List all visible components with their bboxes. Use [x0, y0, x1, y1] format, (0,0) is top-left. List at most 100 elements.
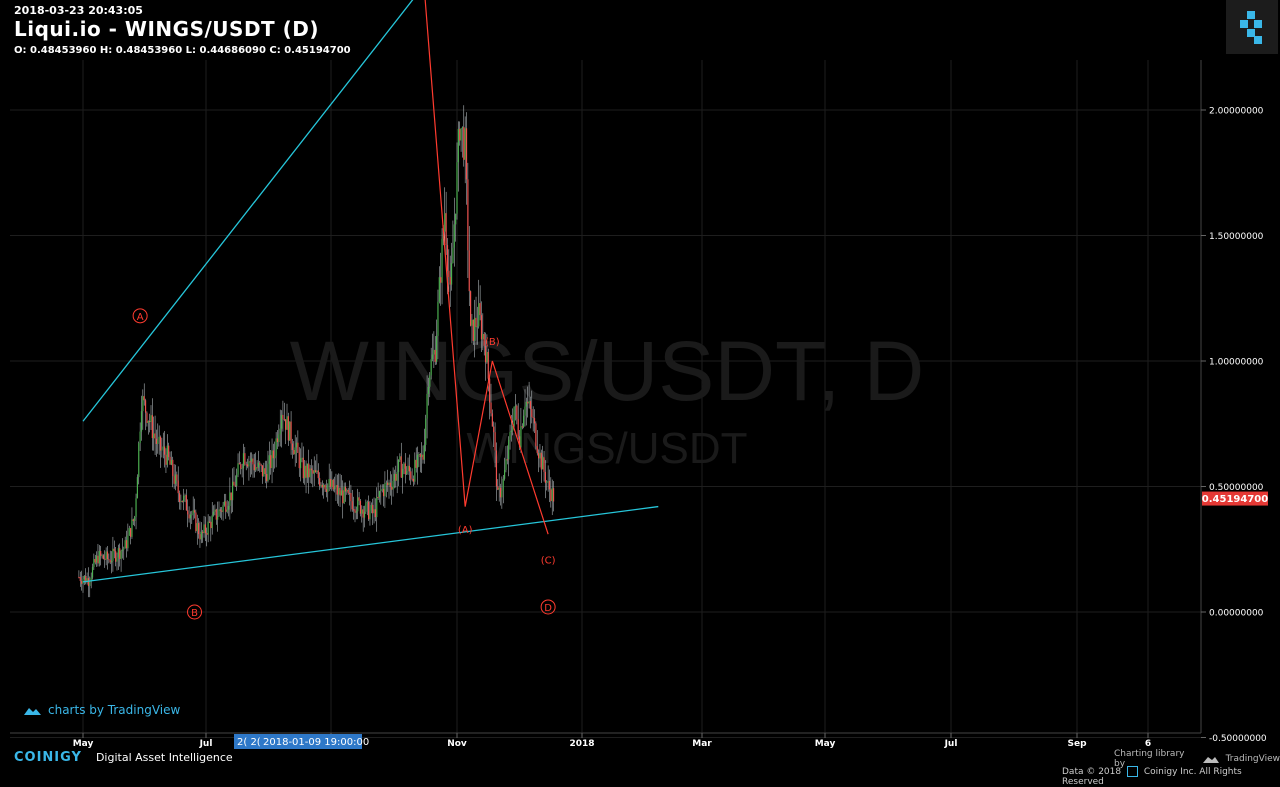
- price-tick-label: -0.50000000: [1209, 734, 1267, 744]
- candle-down: [377, 496, 379, 498]
- candle-up: [456, 162, 458, 214]
- candle-down: [489, 378, 491, 403]
- candle-up: [184, 495, 186, 497]
- candle-down: [259, 462, 261, 465]
- candle-up: [274, 455, 276, 459]
- candle-up: [279, 428, 281, 435]
- candle-up: [117, 548, 119, 558]
- tradingview-name[interactable]: TradingView: [1225, 754, 1280, 764]
- candle-down: [143, 396, 145, 401]
- candle-down: [85, 576, 87, 583]
- candle-down: [387, 482, 389, 486]
- candle-down: [283, 419, 285, 421]
- candle-up: [369, 510, 371, 520]
- candle-up: [212, 511, 215, 516]
- candle-up: [192, 510, 194, 515]
- candle-up: [381, 488, 383, 490]
- candle-down: [287, 416, 289, 441]
- candle-down: [400, 456, 402, 478]
- candle-up: [248, 461, 250, 467]
- price-tick-label: 0.00000000: [1209, 609, 1264, 619]
- candle-up: [331, 479, 333, 487]
- candle-down: [290, 421, 292, 444]
- candle-up: [304, 465, 306, 479]
- candle-up: [211, 515, 213, 529]
- candle-down: [491, 413, 493, 427]
- candle-up: [241, 468, 243, 470]
- candle-up: [227, 505, 230, 510]
- candle-down: [109, 560, 111, 563]
- coinigy-small-icon: [1127, 766, 1138, 777]
- candle-down: [475, 317, 477, 328]
- candle-down: [210, 521, 212, 529]
- coinigy-logo-button[interactable]: [1226, 0, 1278, 54]
- candle-down: [374, 509, 376, 518]
- candle-down: [550, 489, 552, 502]
- candle-down: [266, 474, 268, 482]
- candle-down: [382, 488, 385, 497]
- price-tick-label: 1.00000000: [1209, 358, 1264, 368]
- candle-up: [520, 426, 522, 448]
- candle-up: [237, 463, 239, 475]
- candle-up: [433, 349, 435, 355]
- candle-up: [223, 501, 226, 506]
- candle-up: [278, 434, 280, 443]
- coinigy-brand[interactable]: COINIGY: [14, 750, 82, 765]
- watermark-symbol: WINGS/USDT, D: [290, 324, 925, 418]
- candle-down: [389, 482, 391, 487]
- candle-down: [115, 551, 117, 562]
- candle-up: [170, 459, 172, 465]
- candle-down: [177, 480, 179, 494]
- price-axis[interactable]: 4.000000003.500000003.000000002.50000000…: [1201, 0, 1267, 744]
- candle-up: [396, 472, 398, 481]
- wave-label-circle: [187, 604, 203, 620]
- candle-down: [173, 476, 175, 484]
- price-tick-label: 1.50000000: [1209, 232, 1264, 242]
- candle-down: [358, 497, 360, 501]
- candle-down: [354, 509, 356, 513]
- candle-down: [102, 555, 104, 559]
- tradingview-attribution[interactable]: charts by TradingView: [22, 703, 180, 717]
- candle-up: [393, 473, 396, 481]
- last-price-label: 0.45194700: [1202, 494, 1268, 505]
- candle-down: [282, 414, 284, 420]
- candle-up: [214, 509, 216, 512]
- candle-up: [138, 443, 140, 478]
- candle-down: [527, 401, 529, 404]
- candle-up: [365, 502, 367, 512]
- candle-down: [540, 452, 542, 470]
- candle-down: [410, 471, 412, 479]
- candle-down: [245, 464, 247, 466]
- candle-down: [535, 423, 537, 447]
- candle-down: [329, 479, 332, 487]
- candle-down: [536, 446, 538, 454]
- candle-up: [268, 455, 270, 464]
- candle-up: [380, 489, 382, 492]
- candle-down: [480, 315, 483, 340]
- price-tick-label: 2.00000000: [1209, 107, 1264, 117]
- candle-up: [121, 549, 124, 551]
- candle-down: [348, 493, 351, 495]
- candle-down: [467, 179, 469, 251]
- candle-up: [421, 454, 423, 458]
- candle-down: [404, 463, 406, 475]
- candle-up: [471, 319, 473, 326]
- candle-down: [533, 418, 536, 424]
- candle-down: [240, 464, 242, 469]
- time-tick-label: Nov: [447, 739, 467, 749]
- candle-down: [347, 489, 349, 494]
- candle-down: [344, 486, 347, 492]
- time-tick-label: Jul: [944, 739, 958, 749]
- candle-up: [136, 477, 138, 499]
- candle-down: [518, 436, 521, 448]
- candle-down: [302, 457, 304, 479]
- candle-down: [317, 470, 319, 479]
- candle-down: [155, 438, 158, 444]
- candle-up: [83, 576, 85, 580]
- candle-up: [376, 496, 378, 518]
- candle-down: [324, 484, 326, 490]
- candle-up: [373, 509, 375, 514]
- candle-down: [132, 519, 134, 522]
- time-tick-label: 2018: [569, 739, 594, 749]
